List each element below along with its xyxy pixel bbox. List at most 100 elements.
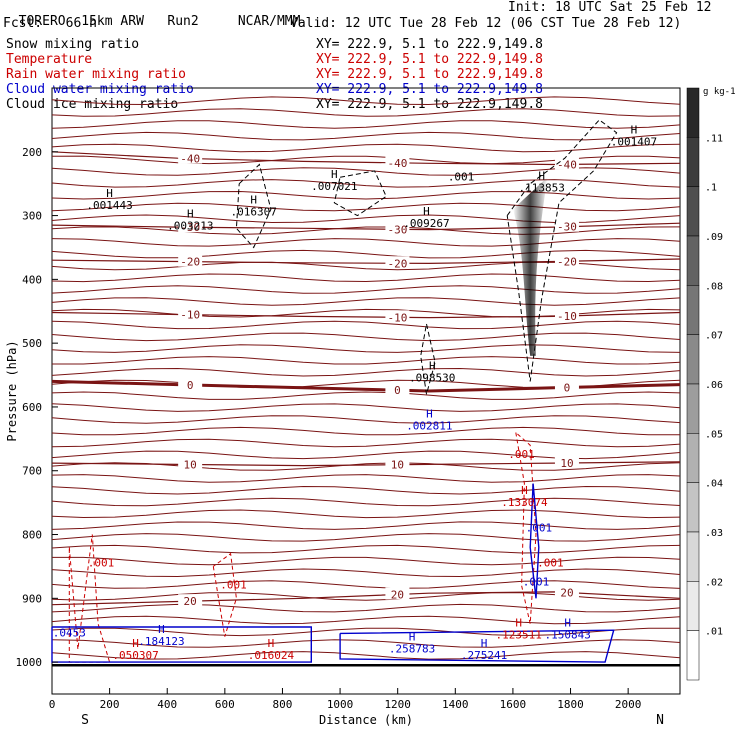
isoline xyxy=(51,568,681,578)
high-marker: H xyxy=(426,407,433,420)
contour-label-bg xyxy=(554,308,579,321)
temperature-contour-label: 0 xyxy=(564,381,571,394)
contour-label-bg xyxy=(178,220,203,233)
contour-label-bg xyxy=(385,256,410,269)
contour-value-label: .001 xyxy=(88,556,115,569)
max-value-label: .133074 xyxy=(501,496,548,509)
temperature-contour-label: 20 xyxy=(560,587,573,600)
dashed-contour xyxy=(420,323,436,395)
field-xy-range: XY= 222.9, 5.1 to 222.9,149.8 xyxy=(316,67,543,82)
high-marker: H xyxy=(521,484,528,497)
isoline xyxy=(51,639,681,648)
header-line-1: TORERO 15km ARW Run2 NCAR/MMM xyxy=(3,1,301,29)
colorbar-segment xyxy=(686,285,700,335)
y-axis-label: Pressure (hPa) xyxy=(5,340,19,441)
max-value-label: .113853 xyxy=(519,181,565,194)
isoline xyxy=(51,415,681,424)
isoline xyxy=(51,238,681,247)
model-org: NCAR/MMM xyxy=(237,14,301,29)
colorbar-tick-label: .04 xyxy=(705,479,723,490)
rain-contour xyxy=(515,432,537,624)
colorbar-segment xyxy=(686,433,700,483)
isoline xyxy=(51,474,681,483)
x-tick-label: 600 xyxy=(215,698,235,711)
temperature-contour-label: 10 xyxy=(391,459,404,472)
contour-label-bg xyxy=(554,585,579,598)
field-xy-range: XY= 222.9, 5.1 to 222.9,149.8 xyxy=(316,82,543,97)
colorbar-unit: g kg-1 xyxy=(703,87,736,97)
x-end-label: N xyxy=(656,713,664,728)
contour-label-bg xyxy=(385,457,410,470)
contour-label-bg xyxy=(178,457,203,470)
contour-label-bg xyxy=(178,377,203,390)
isoline xyxy=(51,615,681,625)
x-tick-label: 800 xyxy=(273,698,293,711)
isoline xyxy=(51,143,681,153)
field-name: Cloud ice mixing ratio xyxy=(6,97,178,112)
contour-label-bg xyxy=(178,307,203,320)
colorbar-segment xyxy=(686,334,700,385)
colorbar-tick-label: .1 xyxy=(705,183,717,194)
colorbar-segment xyxy=(686,137,700,187)
isoline xyxy=(51,603,681,613)
temperature-contour-label: 10 xyxy=(560,457,573,470)
y-tick-label: 700 xyxy=(22,465,42,478)
contour-label-bg xyxy=(178,594,203,607)
max-value-label: .001443 xyxy=(86,199,132,212)
x-axis-label: Distance (km) xyxy=(319,713,413,727)
isoline xyxy=(51,580,681,589)
isoline xyxy=(51,108,681,117)
contour-label-bg xyxy=(554,380,579,393)
cloud-water-contours xyxy=(51,483,615,663)
isoline xyxy=(51,485,681,495)
isoline xyxy=(52,556,681,566)
isoline xyxy=(51,367,681,377)
colorbar-tick-label: .09 xyxy=(705,232,723,243)
max-value-label: .258783 xyxy=(389,643,435,656)
y-tick-label: 500 xyxy=(22,337,42,350)
colorbar-segment xyxy=(686,630,700,681)
high-marker: H xyxy=(268,637,275,650)
max-value-label: .098530 xyxy=(409,371,455,384)
contour-value-label: .001 xyxy=(523,576,550,589)
temperature-contour-label: -40 xyxy=(557,158,577,171)
forecast-hour: Fcst: 66 h xyxy=(3,17,97,31)
high-marker: H xyxy=(331,168,338,181)
y-tick-label: 900 xyxy=(22,592,42,605)
isoline xyxy=(51,179,681,188)
isoline xyxy=(51,426,680,436)
isoline xyxy=(51,297,681,306)
rain-contour xyxy=(212,552,237,637)
y-tick-label: 600 xyxy=(22,401,42,414)
isoline xyxy=(51,651,681,660)
plot-frame xyxy=(51,87,681,695)
temperature-contour xyxy=(51,591,681,606)
contour-label-bg xyxy=(178,151,203,164)
temperature-contour-label: -30 xyxy=(387,223,407,236)
fcst-label: Fcst: xyxy=(3,16,43,31)
contour-value-label: .001 xyxy=(526,521,553,534)
max-value-label: .150843 xyxy=(544,629,590,642)
fcst-value: 66 h xyxy=(65,16,97,31)
temperature-contour-label: -20 xyxy=(557,255,577,268)
y-tick-label: 400 xyxy=(22,273,42,286)
isoline xyxy=(51,131,681,141)
colorbar-tick-label: .03 xyxy=(705,528,723,539)
contour-label-bg xyxy=(554,254,579,267)
temperature-contour xyxy=(51,379,681,393)
max-value-label: .003213 xyxy=(167,220,213,233)
max-value-label: .016307 xyxy=(230,206,276,219)
annotations: H.001443H.003213H.016307H.007021H.009267… xyxy=(53,123,657,662)
colorbar-segment xyxy=(686,383,700,434)
contour-value-label: .001 xyxy=(537,556,564,569)
high-marker: H xyxy=(187,208,194,221)
colorbar-tick-label: .11 xyxy=(705,133,723,144)
isoline xyxy=(51,320,681,330)
temperature-contour-label: 20 xyxy=(184,595,197,608)
model-run: Run2 xyxy=(167,14,199,29)
temperature-contour-label: -10 xyxy=(180,309,200,322)
max-value-label: .002811 xyxy=(406,419,452,432)
isoline xyxy=(51,521,681,530)
high-marker: H xyxy=(515,617,522,630)
model-name: TORERO xyxy=(18,14,66,29)
